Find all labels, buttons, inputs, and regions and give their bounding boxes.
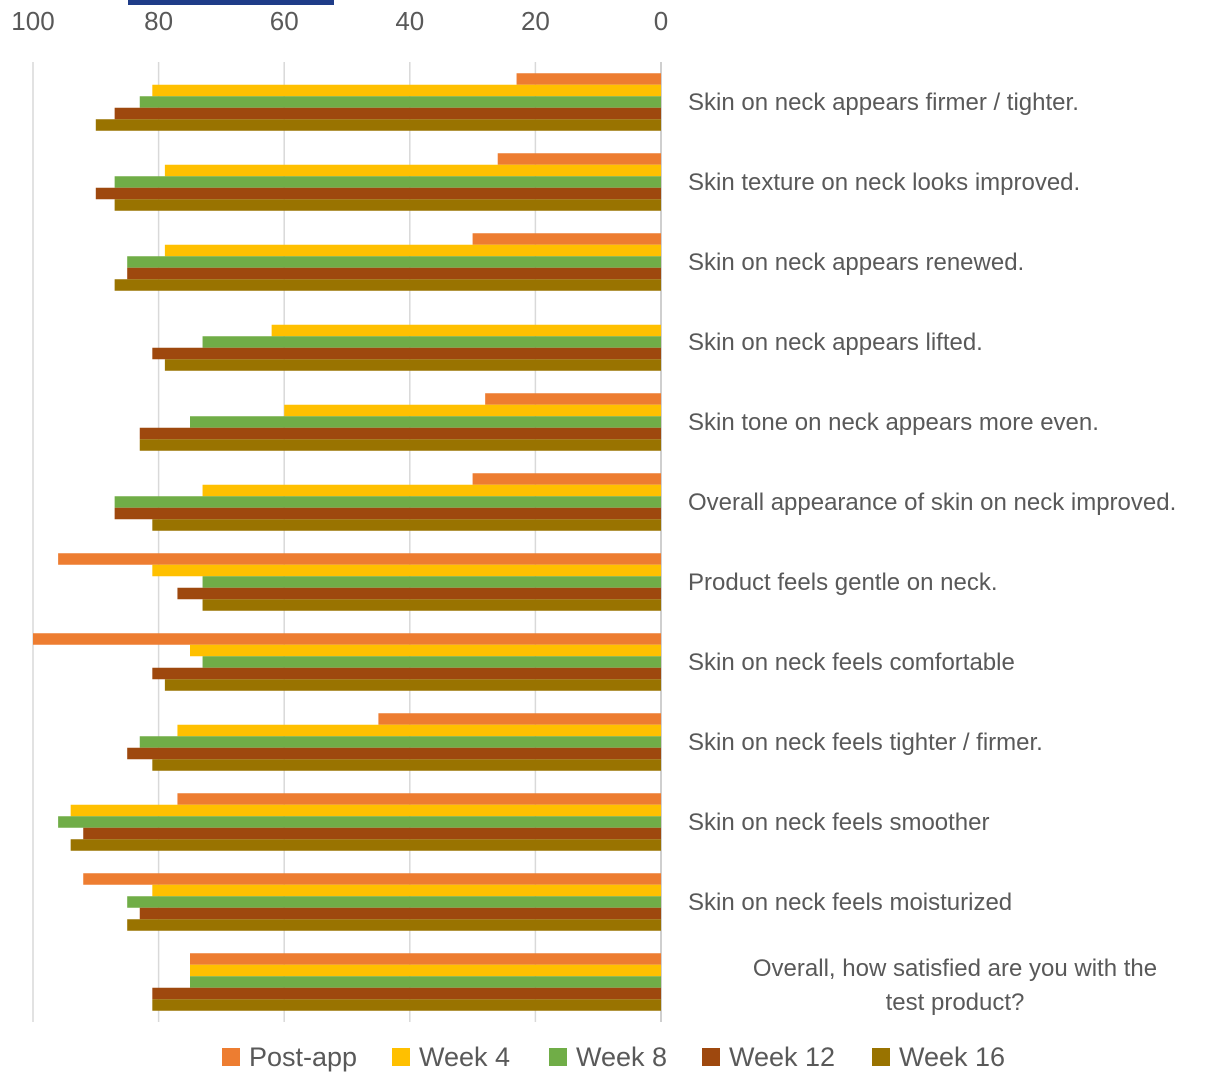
category-label: Skin texture on neck looks improved. [688,169,1080,196]
bar-week-16 [127,919,661,931]
bar-post-app [58,553,662,565]
bar-week-16 [164,679,661,691]
bar-week-4 [202,484,661,497]
legend-label: Week 16 [899,1042,1005,1072]
bar-post-app [516,73,661,85]
bar-week-4 [152,564,661,577]
category-label: Overall, how satisfied are you with the t… [753,955,1157,1016]
bar-week-12 [152,347,661,360]
category-label: Skin on neck appears firmer / tighter. [688,89,1079,116]
bar-week-8 [190,976,661,988]
bar-week-8 [127,256,661,268]
bar-week-4 [70,804,662,817]
category-label: Skin on neck feels comfortable [688,649,1015,676]
bar-week-4 [164,164,661,177]
bar-week-8 [114,176,661,188]
bar-week-4 [284,404,661,417]
top-cropped-strip [128,0,334,5]
bar-week-12 [114,507,661,520]
bar-week-8 [139,736,661,748]
bar-week-16 [139,439,661,451]
category-label: Skin on neck appears lifted. [688,329,983,356]
category-label: Skin on neck feels moisturized [688,889,1012,916]
bar-post-app [177,793,661,805]
category-label: Skin on neck appears renewed. [688,249,1024,276]
legend-swatch [222,1048,240,1066]
x-tick-label: 0 [654,6,668,36]
legend-swatch [549,1048,567,1066]
bar-week-12 [127,267,661,280]
bar-week-4 [177,724,661,737]
bar-week-12 [152,987,661,1000]
bar-week-12 [83,827,662,840]
legend-label: Week 4 [419,1042,510,1072]
bar-post-app [485,393,661,405]
bar-post-app [472,473,661,485]
bar-week-16 [114,199,661,211]
bar-week-8 [114,496,661,508]
legend-swatch [392,1048,410,1066]
bar-post-app [83,873,662,885]
gridlines [32,62,662,1022]
category-label: Skin on neck feels tighter / firmer. [688,729,1043,756]
bar-week-12 [139,907,661,920]
legend-label: Week 12 [729,1042,835,1072]
bar-week-8 [190,416,661,428]
bar-week-12 [127,747,661,760]
bar-week-8 [139,96,661,108]
bar-week-16 [70,839,662,851]
bar-week-16 [164,359,661,371]
bar-week-12 [114,107,661,120]
bar-week-16 [152,999,661,1011]
bar-post-app [190,953,661,965]
category-labels: Skin on neck appears firmer / tighter. Sk… [688,89,1176,1016]
bar-week-8 [58,816,662,828]
legend: Post-app Week 4 Week 8 Week 12 Week 16 [222,1042,1005,1072]
bar-week-12 [95,187,662,200]
bar-week-8 [202,576,661,588]
bar-week-12 [152,667,661,680]
legend-swatch [872,1048,890,1066]
bar-week-4 [152,884,661,897]
category-label: Overall appearance of skin on neck impro… [688,489,1176,516]
bar-week-8 [202,336,661,348]
bar-week-12 [139,427,661,440]
x-tick-label: 20 [521,6,550,36]
bar-week-4 [152,84,661,97]
bar-week-16 [152,759,661,771]
x-tick-label: 100 [11,6,54,36]
x-axis-ticks: 100 80 60 40 20 0 [11,6,668,36]
x-tick-label: 40 [395,6,424,36]
x-tick-label: 60 [270,6,299,36]
bar-week-4 [190,644,661,657]
x-tick-label: 80 [144,6,173,36]
bar-week-12 [177,587,661,600]
bar-post-app [472,233,661,245]
legend-label: Post-app [249,1042,357,1072]
category-label: Skin tone on neck appears more even. [688,409,1099,436]
bar-week-16 [152,519,661,531]
bar-week-8 [127,896,661,908]
legend-swatch [702,1048,720,1066]
legend-label: Week 8 [576,1042,667,1072]
category-label: Skin on neck feels smoother [688,809,990,836]
bar-post-app [33,633,661,645]
category-label: Product feels gentle on neck. [688,569,998,596]
bar-week-4 [190,964,661,977]
bar-week-16 [202,599,661,611]
bar-week-8 [202,656,661,668]
bar-week-4 [271,324,661,337]
bar-week-16 [114,279,661,291]
bar-week-4 [164,244,661,257]
bar-week-16 [95,119,662,131]
bar-post-app [497,153,661,165]
bar-post-app [378,713,661,725]
bars [33,73,662,1011]
